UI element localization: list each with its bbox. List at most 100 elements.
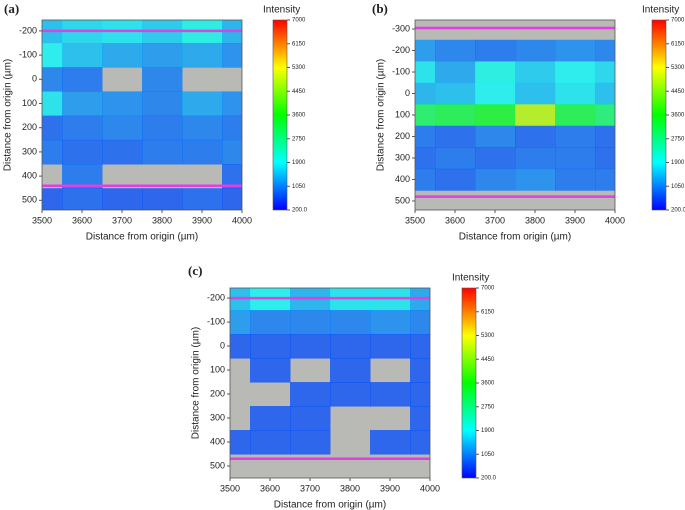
y-tick-label: -100 [207,316,225,326]
cell [595,61,615,84]
y-tick-label: 100 [395,109,410,119]
panel-label: (c) [188,263,202,278]
cell [415,61,436,84]
y-tick-label: 0 [32,74,37,84]
y-tick-label: -300 [392,23,410,33]
cell [415,147,436,170]
cell [435,82,476,105]
colorbar-tick-label: 4450 [671,89,685,95]
colorbar-tick-label: 7000 [292,18,306,24]
cell [330,310,371,335]
cell [290,406,331,431]
colorbar-tick-label: 1050 [671,184,685,190]
x-tick-label: 3700 [112,215,132,225]
cell [222,91,242,117]
colorbar-tick-label: 5300 [292,65,306,71]
cell [435,104,476,127]
x-tick-label: 4000 [420,483,440,493]
cell [595,104,615,127]
cell [515,168,556,191]
cell [42,42,63,68]
cell [595,82,615,105]
colorbar-tick-label: 4450 [292,89,306,95]
y-tick-label: 0 [405,88,410,98]
plot-frame [229,287,431,479]
colorbar-title: Intensity [642,5,679,16]
cell [515,104,556,127]
cell [415,104,436,127]
cell [475,147,516,170]
x-tick-label: 3700 [485,215,505,225]
cell [222,42,242,68]
cell [42,91,63,117]
x-axis-label: Distance from origin (µm) [459,232,571,243]
cell [290,430,331,455]
cell [222,164,242,189]
y-tick-label: 100 [210,364,225,374]
cell [415,125,436,148]
x-tick-label: 3700 [300,483,320,493]
cell [330,358,371,383]
cell [62,188,103,210]
cell [595,125,615,148]
colorbar-tick-label: 5300 [481,333,495,339]
colorbar-tick-label: 1900 [292,160,306,166]
y-tick-label: 100 [22,98,37,108]
y-tick-label: 200 [22,122,37,132]
colorbar-tick-label: 1050 [481,452,495,458]
cell [515,39,556,62]
cell [102,139,143,165]
cell [102,188,143,210]
cell [410,382,430,407]
colorbar [272,19,288,211]
colorbar-title: Intensity [263,5,300,16]
colorbar-tick-label: 6150 [671,41,685,47]
colorbar-tick-label: 4450 [481,357,495,363]
colorbar-tick-label: 5300 [671,65,685,71]
cell [42,188,63,210]
cell [555,104,596,127]
colorbar-tick-label: 6150 [481,309,495,315]
cell [415,39,436,62]
colorbar [651,19,667,211]
cell [475,104,516,127]
colorbar-tick-label: 2750 [481,404,495,410]
cell [595,39,615,62]
cell [595,147,615,170]
cell [182,139,223,165]
x-tick-label: 3800 [525,215,545,225]
cell [62,115,103,141]
cell [555,82,596,105]
cell [222,115,242,141]
colorbar-tick-label: 200.0 [671,208,685,214]
cell [42,115,63,141]
colorbar-tick-label: 3600 [292,113,306,119]
cell [142,91,183,117]
cell [142,139,183,165]
y-axis-label: Distance from origin (µm) [191,327,202,439]
cell [102,42,143,68]
cell [222,139,242,165]
cell [370,310,411,335]
cell [515,82,556,105]
cell [410,358,430,383]
y-tick-label: 300 [395,152,410,162]
plot-frame [41,19,243,211]
cell [410,310,430,335]
colorbar-tick-label: 2750 [292,136,306,142]
cell [595,168,615,191]
cell [475,82,516,105]
cell [435,168,476,191]
cell [102,115,143,141]
colorbar-title: Intensity [452,273,489,284]
cell [435,39,476,62]
cell [515,125,556,148]
cell [182,115,223,141]
cell [435,125,476,148]
cell [42,139,63,165]
cell [142,67,183,92]
y-tick-label: 0 [220,340,225,350]
cell [415,168,436,191]
cell [250,310,291,335]
